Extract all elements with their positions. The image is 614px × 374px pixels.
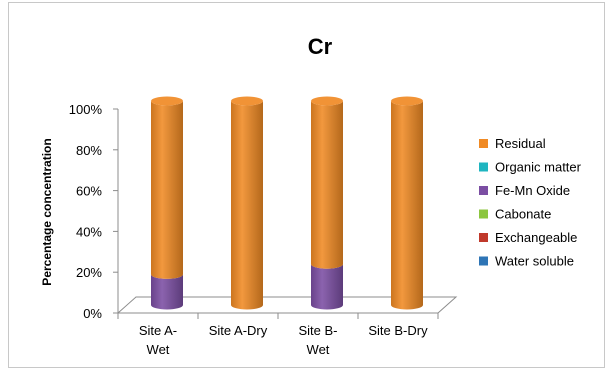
legend-swatch: [479, 209, 488, 219]
x-tick-label: Site B-Dry: [368, 323, 428, 338]
legend-label: Cabonate: [495, 207, 551, 222]
bar-segment: [151, 101, 183, 279]
legend-label: Residual: [495, 136, 546, 151]
legend-swatch: [479, 162, 488, 172]
bar-top-cap: [391, 96, 423, 106]
legend-swatch: [479, 186, 488, 195]
legend-swatch: [479, 139, 488, 148]
bar-segment: [311, 101, 343, 269]
legend-swatch: [479, 233, 488, 242]
y-tick-label: 0%: [83, 306, 102, 321]
x-tick-label: Site A-Dry: [209, 323, 268, 338]
y-axis-label: Percentage concentration: [40, 138, 54, 285]
x-tick-label: Site B-Wet: [298, 323, 337, 357]
y-tick-label: 80%: [76, 143, 102, 158]
legend-label: Water soluble: [495, 254, 574, 269]
chart-floor: [116, 296, 458, 314]
bar-segment: [231, 101, 263, 310]
legend-label: Fe-Mn Oxide: [495, 183, 570, 198]
bar-segment: [311, 264, 343, 310]
x-tick-label: Site A-Wet: [139, 323, 177, 357]
legend-label: Exchangeable: [495, 230, 577, 245]
bar-top-cap: [311, 96, 343, 106]
chart-title: Cr: [308, 34, 333, 59]
y-tick-label: 100%: [69, 102, 103, 117]
y-tick-label: 40%: [76, 224, 102, 239]
bar-top-cap: [151, 96, 183, 106]
y-tick-label: 20%: [76, 265, 102, 280]
bar-segment: [151, 274, 183, 310]
y-tick-label: 60%: [76, 184, 102, 199]
legend-swatch: [479, 256, 488, 266]
bar-segment: [391, 101, 423, 310]
legend-label: Organic matter: [495, 160, 582, 175]
bar-top-cap: [231, 96, 263, 106]
